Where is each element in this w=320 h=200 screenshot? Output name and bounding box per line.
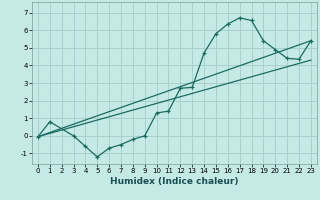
X-axis label: Humidex (Indice chaleur): Humidex (Indice chaleur) (110, 177, 239, 186)
